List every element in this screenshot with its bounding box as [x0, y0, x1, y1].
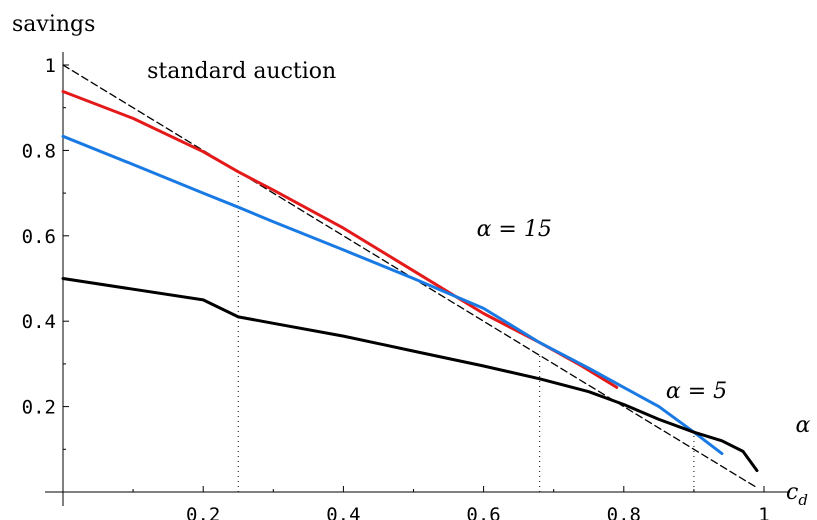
x-tick-label: 0.6 — [466, 504, 500, 520]
series-layer — [61, 64, 759, 489]
x-tick-label: 0.8 — [607, 504, 641, 520]
series-line-4 — [61, 277, 759, 473]
y-axis-title: savings — [12, 12, 95, 37]
x-tick-label: 0.2 — [186, 504, 220, 520]
x-axis-title: cd — [786, 480, 808, 509]
y-tick-label: 0.2 — [22, 397, 56, 419]
y-tick-label: 0.4 — [22, 311, 56, 333]
series-line-3 — [61, 134, 724, 456]
reference-lines — [237, 171, 695, 492]
y-tick-label: 1 — [45, 55, 56, 77]
x-tick-label: 1 — [758, 504, 769, 520]
x-tick-label: 0.4 — [326, 504, 360, 520]
annotations: standard auction α = 15 α = 5 α = 1 — [147, 59, 817, 438]
y-tick-label: 0.6 — [22, 226, 56, 248]
annotation-1: standard auction — [147, 59, 336, 84]
ticks: 0.2 0.4 0.6 0.8 1 0.2 0.4 0.6 0.8 1 — [22, 55, 770, 520]
y-tick-label: 0.8 — [22, 140, 56, 162]
annotation-2: α = 15 — [477, 217, 552, 242]
annotation-3: α = 5 — [666, 379, 727, 404]
annotation-4: α = 1 — [796, 413, 817, 438]
